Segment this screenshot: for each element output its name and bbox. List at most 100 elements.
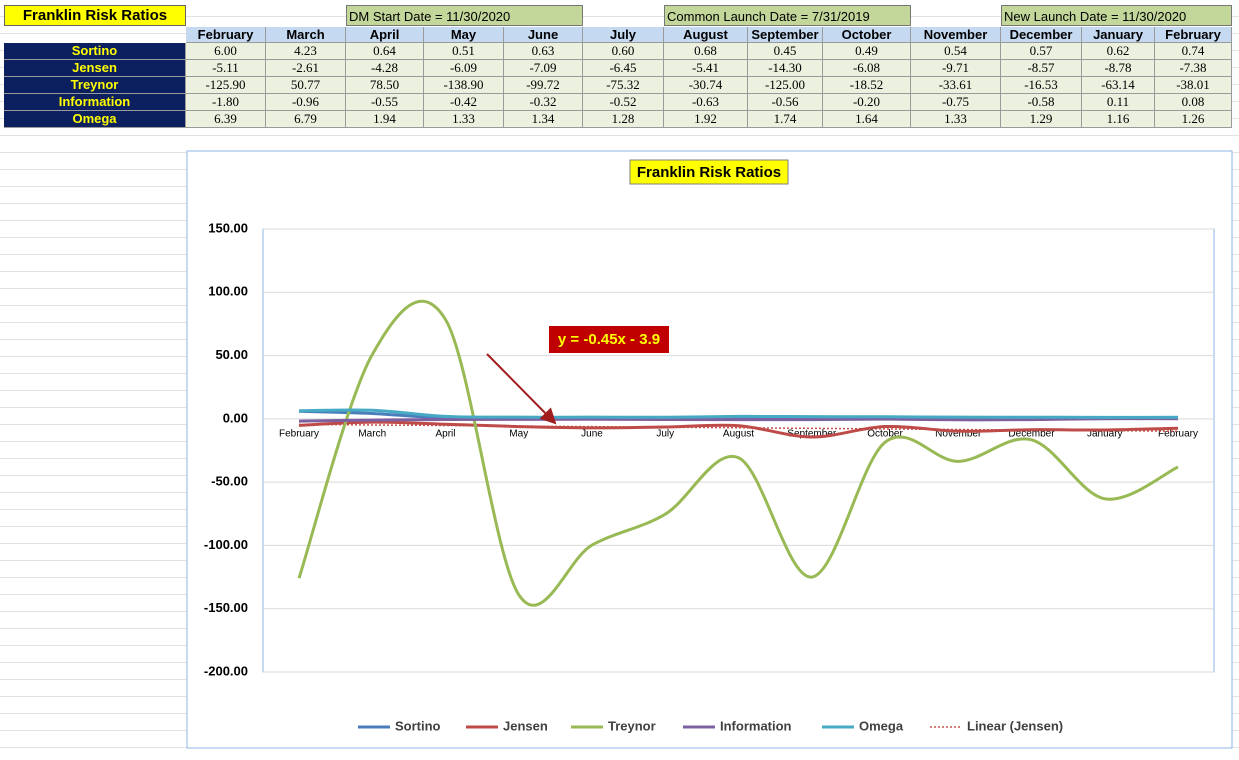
table-value: -18.52 — [823, 77, 911, 94]
chart-title: Franklin Risk Ratios — [637, 164, 781, 181]
x-tick-label: April — [435, 428, 455, 439]
x-tick-label: November — [935, 428, 982, 439]
table-value: 6.39 — [186, 111, 266, 128]
table-value: 6.79 — [266, 111, 346, 128]
column-header: September — [748, 27, 823, 43]
table-value: 6.00 — [186, 43, 266, 60]
y-tick-label: 50.00 — [215, 347, 248, 362]
table-value: 1.74 — [748, 111, 823, 128]
series-line — [298, 420, 1179, 439]
table-value: 0.68 — [664, 43, 748, 60]
y-tick-label: -200.00 — [204, 663, 248, 678]
sheet-title: Franklin Risk Ratios — [4, 5, 186, 26]
series-line — [298, 417, 1179, 423]
table-value: 1.33 — [424, 111, 504, 128]
table-value: 0.45 — [748, 43, 823, 60]
table-value: -125.90 — [186, 77, 266, 94]
table-value: 78.50 — [346, 77, 424, 94]
table-value: -6.08 — [823, 60, 911, 77]
x-tick-label: March — [358, 428, 386, 439]
table-value: 1.29 — [1001, 111, 1082, 128]
table-value: -5.41 — [664, 60, 748, 77]
y-tick-label: -150.00 — [204, 600, 248, 615]
column-header: March — [266, 27, 346, 43]
table-value: 0.60 — [583, 43, 664, 60]
column-header: February — [1155, 27, 1232, 43]
table-value: -0.55 — [346, 94, 424, 111]
table-value: -2.61 — [266, 60, 346, 77]
x-tick-label: September — [787, 428, 837, 439]
table-value: 0.54 — [911, 43, 1001, 60]
table-value: 0.63 — [504, 43, 583, 60]
trendline-equation: y = -0.45x - 3.9 — [558, 331, 660, 348]
x-tick-label: January — [1087, 428, 1123, 439]
table-value: -7.09 — [504, 60, 583, 77]
row-label: Information — [4, 94, 186, 111]
table-value: -16.53 — [1001, 77, 1082, 94]
table-value: -33.61 — [911, 77, 1001, 94]
table-value: 1.16 — [1082, 111, 1155, 128]
table-value: -4.28 — [346, 60, 424, 77]
column-header: April — [346, 27, 424, 43]
table-value: 0.74 — [1155, 43, 1232, 60]
column-header: December — [1001, 27, 1082, 43]
column-header: June — [504, 27, 583, 43]
row-label: Omega — [4, 111, 186, 128]
table-value: -0.32 — [504, 94, 583, 111]
annotation-arrow — [486, 353, 557, 425]
date-note: DM Start Date = 11/30/2020 — [346, 5, 583, 26]
table-value: 0.51 — [424, 43, 504, 60]
x-tick-label: February — [1158, 428, 1198, 439]
chart-area — [186, 150, 1233, 749]
date-note: Common Launch Date = 7/31/2019 — [664, 5, 911, 26]
row-label: Sortino — [4, 43, 186, 60]
column-header: October — [823, 27, 911, 43]
x-tick-label: July — [656, 428, 674, 439]
table-value: -0.96 — [266, 94, 346, 111]
table-value: -5.11 — [186, 60, 266, 77]
chart-title-box — [629, 159, 789, 185]
table-value: -30.74 — [664, 77, 748, 94]
x-tick-label: February — [279, 428, 319, 439]
table-value: -8.57 — [1001, 60, 1082, 77]
column-header: May — [424, 27, 504, 43]
table-value: -14.30 — [748, 60, 823, 77]
table-value: 1.64 — [823, 111, 911, 128]
table-value: -0.58 — [1001, 94, 1082, 111]
table-value: 1.26 — [1155, 111, 1232, 128]
table-value: -0.63 — [664, 94, 748, 111]
y-tick-label: -100.00 — [204, 537, 248, 552]
table-value: -0.20 — [823, 94, 911, 111]
column-header: January — [1082, 27, 1155, 43]
x-tick-label: June — [581, 428, 603, 439]
table-value: -9.71 — [911, 60, 1001, 77]
table-value: 1.33 — [911, 111, 1001, 128]
x-tick-label: October — [867, 428, 903, 439]
column-header: February — [186, 27, 266, 43]
table-value: -75.32 — [583, 77, 664, 94]
table-value: 1.34 — [504, 111, 583, 128]
y-tick-label: 0.00 — [223, 410, 248, 425]
x-tick-label: May — [509, 428, 528, 439]
table-value: -7.38 — [1155, 60, 1232, 77]
y-tick-label: -50.00 — [211, 474, 248, 489]
table-value: -0.75 — [911, 94, 1001, 111]
table-value: -99.72 — [504, 77, 583, 94]
table-value: 0.11 — [1082, 94, 1155, 111]
series-line — [297, 299, 1179, 607]
table-value: 0.57 — [1001, 43, 1082, 60]
legend-label: Treynor — [608, 718, 656, 733]
legend-label: Omega — [859, 718, 904, 733]
y-tick-label: 150.00 — [208, 220, 248, 235]
table-value: 0.64 — [346, 43, 424, 60]
table-value: 1.92 — [664, 111, 748, 128]
table-value: 0.49 — [823, 43, 911, 60]
table-value: -8.78 — [1082, 60, 1155, 77]
table-value: -6.45 — [583, 60, 664, 77]
table-value: 1.28 — [583, 111, 664, 128]
x-tick-label: August — [723, 428, 754, 439]
column-header: July — [583, 27, 664, 43]
legend-label: Sortino — [395, 718, 441, 733]
